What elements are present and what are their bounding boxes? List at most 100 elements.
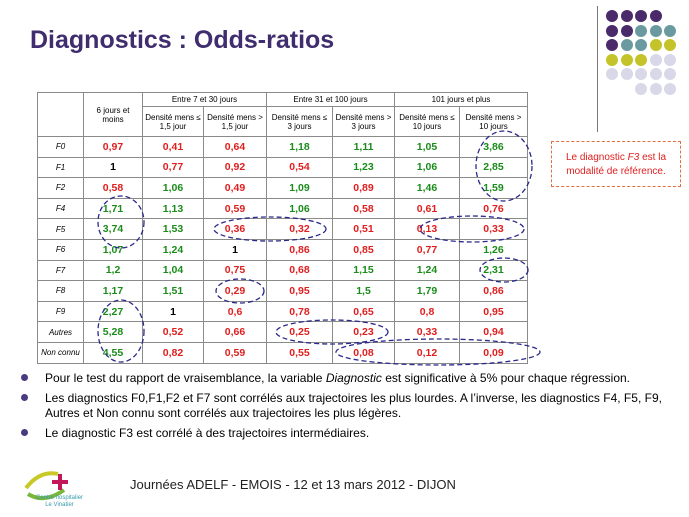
bullet-dot-icon (21, 394, 28, 401)
table-row: Non connu 4,55 0,82 0,59 0,55 0,08 0,12 0,09 (37, 341, 528, 364)
row-label: Non connu (37, 341, 84, 364)
odds-value-cell: 0,77 (142, 156, 204, 179)
page-title: Diagnostics : Odds-ratios (30, 26, 335, 54)
decorative-dot (649, 24, 662, 37)
bullet-item: Le diagnostic F3 est corrélé à des traje… (21, 426, 681, 441)
odds-value-cell: 0,52 (142, 321, 204, 343)
odds-value-cell: 1,15 (332, 259, 395, 282)
table-row: F5 3,74 1,53 0,36 0,32 0,51 0,13 0,33 (37, 218, 528, 240)
logo-line1: Centre hospitalier (36, 495, 84, 501)
bullet-dot-icon (21, 374, 28, 381)
odds-value-cell: 0,75 (203, 259, 267, 282)
odds-value-cell: 1 (142, 300, 204, 323)
odds-value-cell: 0,82 (142, 341, 204, 364)
odds-value-cell: 1,53 (142, 218, 204, 240)
decorative-dot (635, 53, 647, 66)
odds-value-cell: 0,08 (332, 341, 395, 364)
odds-value-cell: 0,77 (394, 238, 460, 261)
odds-value-cell: 0,85 (332, 238, 395, 261)
odds-value-cell: 1,71 (83, 197, 143, 220)
odds-value-cell: 0,64 (203, 136, 267, 158)
odds-value-cell: 0,95 (459, 300, 528, 323)
odds-value-cell: 0,92 (203, 156, 267, 179)
table-row: F2 0,58 1,06 0,49 1,09 0,89 1,46 1,59 (37, 177, 528, 199)
odds-value-cell: 0,89 (332, 177, 395, 199)
decorative-dot (620, 53, 633, 66)
odds-value-cell: 0,51 (332, 218, 395, 240)
decorative-dot (664, 82, 676, 95)
odds-value-cell: 5,28 (83, 321, 143, 343)
odds-value-cell: 0,49 (203, 177, 267, 199)
odds-value-cell: 4,55 (83, 341, 143, 364)
odds-value-cell: 0,12 (394, 341, 460, 364)
decorative-dot (649, 53, 662, 66)
decorative-dot (606, 68, 618, 80)
odds-value-cell: 0,86 (459, 280, 528, 302)
odds-value-cell: 1,06 (266, 197, 333, 220)
decorative-dot (606, 53, 618, 66)
odds-value-cell: 0,55 (266, 341, 333, 364)
odds-value-cell: 3,86 (459, 136, 528, 158)
bullet-item: Les diagnostics F0,F1,F2 et F7 sont corr… (21, 391, 681, 421)
header-group-2: Entre 31 et 100 jours (266, 92, 395, 107)
odds-value-cell: 0,23 (332, 321, 395, 343)
row-label: F1 (37, 156, 84, 179)
odds-value-cell: 1,5 (332, 280, 395, 302)
logo-caption: Centre hospitalier Le Vinatier (36, 495, 83, 509)
odds-value-cell: 0,58 (332, 197, 395, 220)
odds-value-cell: 1,07 (83, 238, 143, 261)
odds-value-cell: 0,94 (459, 321, 528, 343)
header-sub-4: Densité mens > 3 jours (332, 106, 395, 137)
row-label: F5 (37, 218, 84, 240)
odds-value-cell: 0,59 (203, 341, 267, 364)
odds-value-cell: 0,32 (266, 218, 333, 240)
note-em: F3 (627, 152, 640, 163)
bullet-text: Pour le test du rapport de vraisemblance… (45, 371, 326, 385)
odds-value-cell: 1,13 (142, 197, 204, 220)
decorative-dot (606, 10, 618, 22)
row-label: F6 (37, 238, 84, 261)
decorative-dot (620, 39, 633, 51)
decorative-dot (664, 39, 676, 51)
header-sub-3: Densité mens ≤ 3 jours (266, 106, 333, 137)
decorative-dot (635, 82, 647, 95)
header-sub-6: Densité mens > 10 jours (459, 106, 528, 137)
corner-cell (37, 92, 84, 137)
odds-value-cell: 1,79 (394, 280, 460, 302)
odds-value-cell: 0,8 (394, 300, 460, 323)
odds-value-cell: 0,09 (459, 341, 528, 364)
odds-value-cell: 1,11 (332, 136, 395, 158)
odds-value-cell: 1,18 (266, 136, 333, 158)
footer-text: Journées ADELF - EMOIS - 12 et 13 mars 2… (130, 477, 456, 492)
header-group-3: 101 jours et plus (394, 92, 528, 107)
header-sub-2: Densité mens > 1,5 jour (203, 106, 267, 137)
odds-value-cell: 1,09 (266, 177, 333, 199)
table-row: F4 1,71 1,13 0,59 1,06 0,58 0,61 0,76 (37, 197, 528, 220)
decorative-dot (606, 39, 618, 51)
decorative-dot (664, 53, 676, 66)
logo-line2: Le Vinatier (45, 502, 74, 508)
row-label: F4 (37, 197, 84, 220)
table-row: F6 1,07 1,24 1 0,86 0,85 0,77 1,26 (37, 238, 528, 261)
odds-value-cell: 0,29 (203, 280, 267, 302)
vinatier-logo (24, 471, 68, 501)
odds-value-cell: 1,59 (459, 177, 528, 199)
odds-value-cell: 0,41 (142, 136, 204, 158)
title-divider (597, 6, 598, 132)
odds-value-cell: 0,25 (266, 321, 333, 343)
odds-value-cell: 1 (83, 156, 143, 179)
header-sub-1: Densité mens ≤ 1,5 jour (142, 106, 204, 137)
bullet-dot-icon (21, 429, 28, 436)
decorative-dot (664, 24, 676, 37)
odds-value-cell: 0,59 (203, 197, 267, 220)
bullet-emphasis: Diagnostic (325, 371, 382, 385)
odds-value-cell: 1,06 (394, 156, 460, 179)
header-group-1: Entre 7 et 30 jours (142, 92, 267, 107)
odds-value-cell: 0,13 (394, 218, 460, 240)
odds-value-cell: 1,06 (142, 177, 204, 199)
decorative-dot (649, 10, 662, 22)
bullet-text-post: est significative à 5% pour chaque régre… (381, 371, 630, 385)
odds-value-cell: 1,2 (83, 259, 143, 282)
row-label: Autres (37, 321, 84, 343)
decorative-dot (635, 24, 647, 37)
